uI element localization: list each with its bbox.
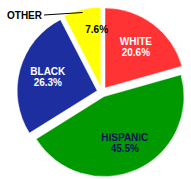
slice-label: OTHER	[7, 10, 43, 21]
slice-label: HISPANIC45.5%	[101, 132, 148, 154]
slice-value: 26.3%	[34, 77, 62, 88]
leader-line	[44, 13, 83, 15]
slice-label: WHITE20.6%	[120, 36, 153, 58]
pie-slice	[64, 7, 101, 87]
slice-name: OTHER	[7, 10, 43, 21]
slice-name: BLACK	[30, 66, 66, 77]
slice-label: BLACK26.3%	[30, 66, 66, 88]
chart: WHITE20.6% HISPANIC45.5% BLACK26.3% OTHER 7.…	[0, 0, 191, 179]
pie: WHITE20.6% HISPANIC45.5% BLACK26.3% OTHER 7.…	[7, 7, 184, 176]
slice-value: 20.6%	[122, 47, 150, 58]
pie-slice	[105, 8, 182, 88]
slice-value: 45.5%	[111, 143, 139, 154]
slice-name: HISPANIC	[101, 132, 148, 143]
slice-value: 7.6%	[85, 24, 108, 35]
slice-name: WHITE	[120, 36, 153, 47]
